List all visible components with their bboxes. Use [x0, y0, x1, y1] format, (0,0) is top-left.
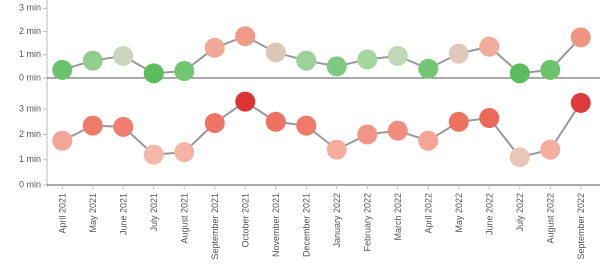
point [52, 59, 73, 80]
x-tick-label: June 2021 [119, 193, 129, 235]
x-tick-label: August 2021 [180, 193, 190, 244]
line [61, 35, 582, 75]
point [448, 43, 469, 64]
point [296, 115, 317, 136]
point [387, 45, 408, 66]
point [235, 91, 256, 112]
x-tick-label: July 2022 [515, 193, 525, 232]
point [82, 50, 103, 71]
point [540, 59, 561, 80]
x-tick-label: September 2022 [576, 193, 586, 260]
y-tick-label: 3 min [19, 3, 41, 13]
point [570, 27, 591, 48]
point [204, 113, 225, 134]
x-tick-label: August 2022 [546, 193, 556, 244]
point [357, 49, 378, 70]
x-tick-label: May 2022 [454, 193, 464, 233]
x-tick-label: May 2021 [88, 193, 98, 233]
x-tick-label: February 2022 [363, 193, 373, 252]
y-tick-label: 1 min [19, 49, 41, 59]
point [113, 45, 134, 66]
point [326, 56, 347, 77]
y-tick-label: 0 min [19, 72, 41, 82]
point [52, 130, 73, 151]
point [82, 115, 103, 136]
y-tick-label: 2 min [19, 26, 41, 36]
point [265, 42, 286, 63]
point [418, 58, 439, 79]
point [418, 130, 439, 151]
point [143, 144, 164, 165]
point [296, 50, 317, 71]
point [570, 92, 591, 113]
point [479, 36, 500, 57]
point [509, 63, 530, 84]
point [326, 139, 347, 160]
point [509, 147, 530, 168]
y-tick-label: 0 min [19, 179, 41, 189]
x-tick-label: March 2022 [393, 193, 403, 241]
point [113, 116, 134, 137]
point [357, 124, 378, 145]
x-tick-label: April 2021 [58, 193, 68, 234]
point [540, 139, 561, 160]
point [265, 111, 286, 132]
point [235, 26, 256, 47]
x-tick-label: September 2021 [210, 193, 220, 260]
point [204, 37, 225, 58]
y-tick-label: 2 min [19, 129, 41, 139]
x-tick-label: November 2021 [271, 193, 281, 257]
point [448, 111, 469, 132]
x-tick-label: December 2021 [302, 193, 312, 257]
x-tick-label: July 2021 [149, 193, 159, 232]
y-tick-label: 1 min [19, 154, 41, 164]
point [174, 61, 195, 82]
point [174, 142, 195, 163]
x-tick-label: June 2022 [485, 193, 495, 235]
point [387, 120, 408, 141]
x-tick-label: October 2021 [241, 193, 251, 248]
y-tick-label: 3 min [19, 104, 41, 114]
x-tick-label: April 2022 [424, 193, 434, 234]
point [143, 63, 164, 84]
point [479, 108, 500, 129]
x-tick-label: January 2022 [332, 193, 342, 248]
line [61, 100, 582, 159]
